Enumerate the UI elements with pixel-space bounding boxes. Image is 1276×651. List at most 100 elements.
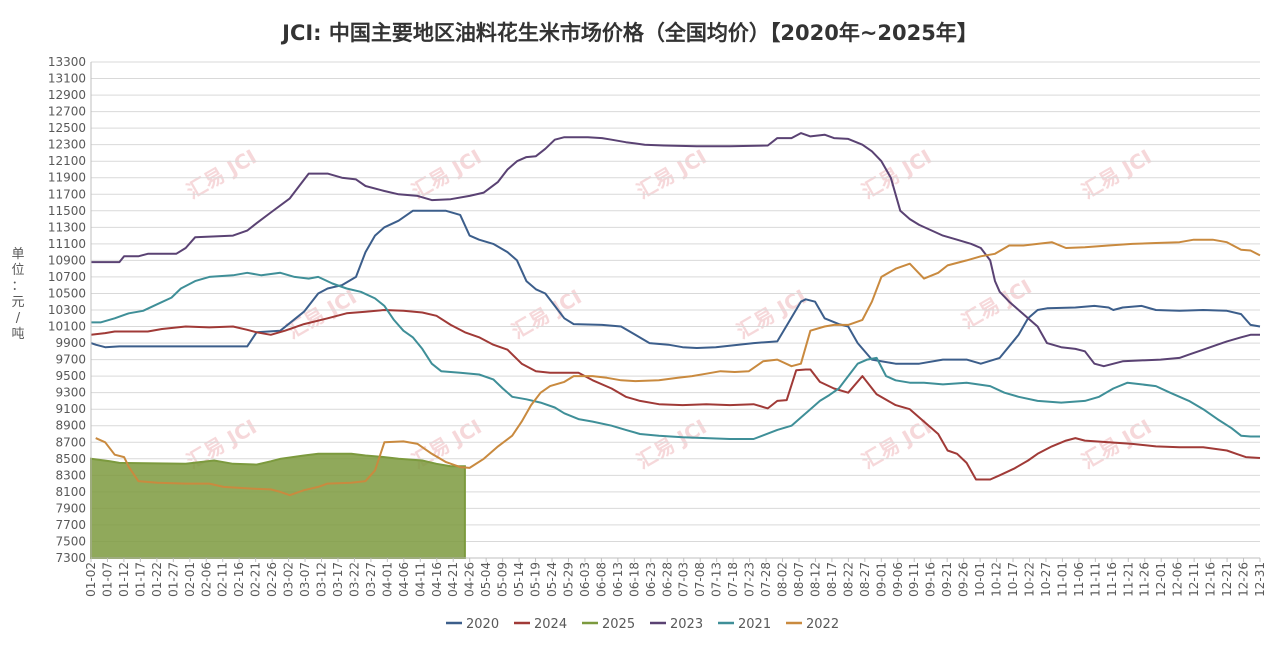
y-tick-label: 12300 [48, 138, 86, 152]
y-axis-label-char: 元 [11, 295, 24, 310]
x-tick-label: 10-12 [990, 562, 1004, 597]
x-tick-label: 02-11 [216, 562, 230, 597]
y-tick-label: 11300 [48, 220, 86, 234]
y-axis-label-char: ： [11, 279, 24, 294]
x-tick-label: 09-26 [957, 562, 971, 597]
y-tick-label: 13300 [48, 55, 86, 69]
x-tick-label: 02-21 [249, 562, 263, 597]
x-tick-label: 12-06 [1171, 562, 1185, 597]
x-tick-label: 05-29 [561, 562, 575, 597]
x-tick-label: 01-22 [150, 562, 164, 597]
x-tick-label: 10-01 [973, 562, 987, 597]
x-tick-label: 11-01 [1055, 562, 1069, 597]
x-tick-label: 06-18 [627, 562, 641, 597]
x-tick-label: 11-06 [1072, 562, 1086, 597]
y-tick-label: 8500 [55, 452, 86, 466]
x-tick-label: 10-17 [1006, 562, 1020, 597]
x-tick-label: 08-12 [808, 562, 822, 597]
axes [90, 62, 1260, 559]
x-tick-label: 11-11 [1088, 562, 1102, 597]
y-tick-label: 11900 [48, 171, 86, 185]
x-tick-label: 09-11 [907, 562, 921, 597]
y-tick-label: 11100 [48, 237, 86, 251]
area-layer [90, 452, 466, 559]
x-tick-label: 04-26 [463, 562, 477, 597]
x-tick-label: 12-11 [1187, 562, 1201, 597]
x-tick-label: 10-22 [1022, 562, 1036, 597]
y-axis-label-char: 吨 [11, 327, 24, 342]
x-tick-label: 01-17 [133, 562, 147, 597]
y-tick-label: 9100 [55, 402, 86, 416]
x-tick-label: 09-06 [891, 562, 905, 597]
y-tick-label: 7900 [55, 501, 86, 515]
x-tick-label: 05-14 [512, 562, 526, 597]
x-tick-label: 04-16 [430, 562, 444, 597]
y-tick-label: 9700 [55, 353, 86, 367]
series-line-2021 [91, 271, 1260, 440]
x-tick-label: 03-07 [298, 562, 312, 597]
y-tick-labels: 7300 7500 7700 7900 8100 8300 8500 8700 8900 9100… [48, 55, 86, 565]
x-tick-label: 11-16 [1105, 562, 1119, 597]
y-tick-label: 13100 [48, 72, 86, 86]
x-tick-label: 02-26 [265, 562, 279, 597]
y-tick-label: 10300 [48, 303, 86, 317]
series-line-2020 [90, 209, 1261, 365]
y-tick-label: 9300 [55, 386, 86, 400]
x-tick-label: 01-27 [166, 562, 180, 597]
x-tick-label: 08-02 [776, 562, 790, 597]
y-tick-label: 8900 [55, 419, 86, 433]
x-tick-label: 12-31 [1253, 562, 1267, 597]
legend: 2020 2024 2025 2023 2021 2022 [446, 617, 839, 632]
x-tick-label: 04-06 [397, 562, 411, 597]
x-tick-label: 04-21 [446, 562, 460, 597]
y-tick-label: 7300 [55, 551, 86, 565]
legend-label-2022: 2022 [806, 617, 839, 632]
x-tick-label: 07-13 [710, 562, 724, 597]
x-tick-label: 12-26 [1237, 562, 1251, 597]
x-tick-label: 01-12 [117, 562, 131, 597]
y-axis-label-char: 位 [11, 263, 24, 278]
x-tick-label: 08-17 [825, 562, 839, 597]
y-tick-label: 12100 [48, 154, 86, 168]
legend-label-2020: 2020 [466, 617, 499, 632]
y-tick-label: 11500 [48, 204, 86, 218]
y-tick-label: 10700 [48, 270, 86, 284]
x-tick-label: 04-01 [380, 562, 394, 597]
x-tick-label: 08-27 [858, 562, 872, 597]
x-tick-label: 12-01 [1154, 562, 1168, 597]
x-tick-label: 06-23 [644, 562, 658, 597]
y-tick-label: 8700 [55, 435, 86, 449]
y-axis-label-char: 单 [11, 247, 24, 262]
y-tick-label: 10500 [48, 286, 86, 300]
y-tick-label: 11700 [48, 187, 86, 201]
series-line-2023 [91, 132, 1260, 368]
x-tick-label: 03-17 [331, 562, 345, 597]
y-tick-label: 8100 [55, 485, 86, 499]
x-tick-label: 05-19 [529, 562, 543, 597]
x-tick-label: 03-22 [347, 562, 361, 597]
x-tick-label: 06-28 [660, 562, 674, 597]
x-tick-label: 06-13 [611, 562, 625, 597]
x-tick-label: 07-08 [693, 562, 707, 597]
x-tick-label: 07-23 [743, 562, 757, 597]
y-tick-label: 9900 [55, 336, 86, 350]
y-tick-label: 7700 [55, 518, 86, 532]
x-tick-label: 01-07 [100, 562, 114, 597]
x-tick-label: 05-09 [496, 562, 510, 597]
x-tick-label: 07-18 [726, 562, 740, 597]
x-tick-label: 12-16 [1204, 562, 1218, 597]
x-tick-label: 06-08 [594, 562, 608, 597]
x-tick-labels: 01-02 01-07 01-12 01-17 01-22 01-27 02-01 02-06… [84, 558, 1267, 597]
legend-label-2024: 2024 [534, 617, 567, 632]
y-axis-label-char: / [16, 311, 21, 326]
x-tick-label: 09-21 [940, 562, 954, 597]
series-line-2022 [95, 238, 1261, 497]
y-tick-label: 8300 [55, 468, 86, 482]
series-area-2025 [90, 452, 466, 559]
legend-label-2025: 2025 [602, 617, 635, 632]
x-tick-label: 01-02 [84, 562, 98, 597]
x-tick-label: 06-03 [578, 562, 592, 597]
legend-label-2021: 2021 [738, 617, 771, 632]
y-tick-label: 12500 [48, 121, 86, 135]
lines-layer [90, 132, 1261, 497]
